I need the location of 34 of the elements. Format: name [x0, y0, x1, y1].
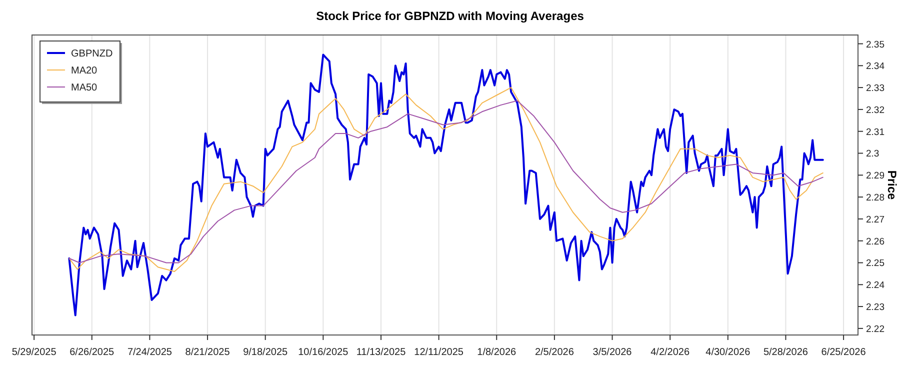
x-tick-label: 3/5/2026 [592, 347, 632, 358]
legend-label: MA50 [71, 82, 98, 94]
y-tick-label: 2.24 [866, 280, 884, 292]
y-tick-label: 2.23 [866, 302, 884, 314]
y-tick-label: 2.29 [866, 170, 884, 182]
legend-label: MA20 [71, 66, 98, 76]
y-axis-title: Price [885, 170, 899, 200]
y-tick-label: 2.33 [866, 83, 884, 94]
y-tick-label: 2.25 [866, 258, 884, 270]
legend-label: GBPNZD [71, 48, 113, 60]
x-tick-label: 1/8/2026 [477, 347, 517, 358]
x-tick-label: 6/26/2025 [70, 347, 115, 358]
y-tick-label: 2.31 [866, 126, 884, 138]
y-tick-label: 2.32 [866, 104, 884, 116]
x-tick-label: 11/13/2025 [356, 347, 406, 358]
chart-title: Stock Price for GBPNZD with Moving Averages [316, 9, 584, 23]
x-tick-label: 12/11/2025 [414, 347, 464, 358]
x-tick-label: 9/18/2025 [243, 347, 288, 358]
y-tick-label: 2.27 [866, 214, 884, 226]
y-tick-label: 2.26 [866, 236, 884, 248]
x-tick-label: 4/30/2026 [706, 347, 751, 358]
x-tick-label: 10/16/2025 [298, 347, 349, 358]
y-tick-label: 2.35 [866, 39, 884, 50]
x-tick-label: 5/29/2025 [12, 347, 57, 358]
x-tick-label: 2/5/2026 [534, 347, 574, 358]
y-tick-label: 2.3 [866, 148, 880, 160]
x-tick-label: 8/21/2025 [185, 347, 230, 358]
x-tick-label: 7/24/2025 [127, 347, 172, 358]
y-tick-label: 2.28 [866, 192, 884, 204]
x-tick-label: 5/28/2026 [763, 347, 808, 358]
y-tick-label: 2.34 [866, 61, 884, 72]
x-tick-label: 6/25/2026 [821, 347, 866, 358]
x-tick-label: 4/2/2026 [650, 347, 690, 358]
y-tick-label: 2.22 [866, 324, 884, 335]
